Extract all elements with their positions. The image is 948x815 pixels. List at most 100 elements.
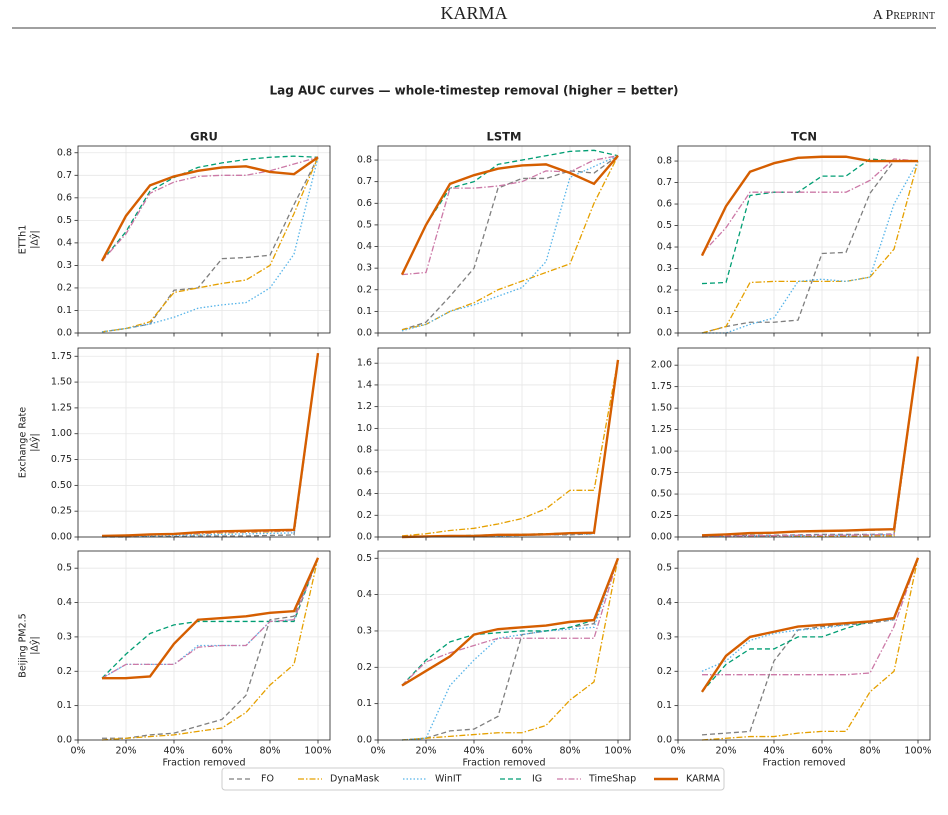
y-tick-label: 1.75 bbox=[51, 351, 72, 362]
x-tick-label: 80% bbox=[559, 746, 580, 757]
y-tick-label: 0.7 bbox=[657, 177, 672, 188]
x-tick-label: 60% bbox=[811, 746, 832, 757]
series-line bbox=[101, 557, 319, 679]
x-tick-label: 20% bbox=[715, 746, 736, 757]
series-line bbox=[401, 359, 620, 539]
y-tick-label: 1.25 bbox=[651, 424, 672, 435]
series-line bbox=[401, 558, 619, 741]
legend-label: IG bbox=[532, 774, 542, 785]
y-tick-label: 0.4 bbox=[657, 242, 672, 253]
series-line bbox=[400, 154, 619, 276]
series-line bbox=[101, 353, 319, 538]
header-title: KARMA bbox=[440, 3, 507, 23]
y-tick-label: 0.5 bbox=[57, 563, 72, 574]
y-tick-label: 0.8 bbox=[357, 445, 372, 456]
y-tick-label: 0.4 bbox=[657, 597, 672, 608]
y-tick-label: 0.4 bbox=[357, 241, 372, 252]
legend-label: FO bbox=[261, 774, 274, 785]
y-tick-label: 0.2 bbox=[657, 666, 672, 677]
y-tick-label: 0.75 bbox=[51, 454, 72, 465]
series-line bbox=[701, 160, 918, 334]
series-line bbox=[401, 558, 619, 686]
y-axis-label: Exchange Rate bbox=[18, 407, 29, 478]
y-tick-label: 0.75 bbox=[651, 467, 672, 478]
y-tick-label: 1.50 bbox=[51, 377, 72, 388]
y-tick-label: 1.00 bbox=[651, 446, 672, 457]
legend-label: DynaMask bbox=[330, 774, 380, 785]
series-line bbox=[402, 359, 619, 538]
plot-frame bbox=[377, 550, 631, 741]
x-tick-label: 20% bbox=[415, 746, 436, 757]
y-tick-label: 0.0 bbox=[657, 328, 672, 339]
y-axis-label: |Δŷ| bbox=[30, 230, 41, 249]
plot-frame bbox=[377, 145, 631, 334]
series-line bbox=[101, 155, 319, 262]
figure-title: Lag AUC curves — whole-timestep removal … bbox=[269, 84, 678, 98]
y-tick-label: 1.00 bbox=[51, 428, 72, 439]
y-tick-label: 0.5 bbox=[657, 220, 672, 231]
y-axis-label: |Δŷ| bbox=[30, 433, 41, 452]
series-line bbox=[701, 356, 919, 537]
y-tick-label: 0.1 bbox=[657, 700, 672, 711]
series-line bbox=[701, 158, 919, 254]
series-line bbox=[701, 158, 918, 285]
x-tick-label: 100% bbox=[904, 746, 931, 757]
series-line bbox=[401, 558, 619, 686]
y-tick-label: 1.50 bbox=[651, 403, 672, 414]
y-tick-label: 0.5 bbox=[357, 553, 372, 564]
y-tick-label: 0.5 bbox=[57, 215, 72, 226]
y-tick-label: 0.1 bbox=[657, 306, 672, 317]
y-tick-label: 1.6 bbox=[357, 358, 372, 369]
y-tick-label: 1.25 bbox=[51, 402, 72, 413]
y-tick-label: 0.1 bbox=[57, 305, 72, 316]
plot-frame bbox=[677, 145, 931, 334]
y-tick-label: 0.6 bbox=[657, 199, 672, 210]
x-tick-label: 0% bbox=[70, 746, 85, 757]
y-tick-label: 0.2 bbox=[57, 282, 72, 293]
series-line bbox=[401, 359, 619, 538]
y-tick-label: 1.75 bbox=[651, 381, 672, 392]
x-tick-label: 40% bbox=[763, 746, 784, 757]
legend-box bbox=[221, 767, 725, 791]
y-tick-label: 0.8 bbox=[657, 156, 672, 167]
series-line bbox=[701, 356, 919, 538]
y-tick-label: 0.25 bbox=[651, 510, 672, 521]
y-tick-label: 0.00 bbox=[51, 532, 72, 543]
y-tick-label: 0.5 bbox=[357, 219, 372, 230]
plot-frame bbox=[77, 347, 331, 538]
series-line bbox=[101, 353, 319, 538]
y-tick-label: 1.0 bbox=[357, 423, 372, 434]
series-line bbox=[701, 557, 920, 693]
y-tick-label: 0.50 bbox=[651, 489, 672, 500]
x-tick-label: 60% bbox=[511, 746, 532, 757]
y-tick-label: 0.3 bbox=[657, 263, 672, 274]
y-tick-label: 0.7 bbox=[357, 176, 372, 187]
panel-title: TCN bbox=[791, 130, 817, 144]
legend-label: WinIT bbox=[435, 774, 462, 785]
legend-label: TimeShap bbox=[588, 774, 636, 785]
y-tick-label: 0.25 bbox=[51, 506, 72, 517]
plot-frame bbox=[77, 550, 331, 741]
y-axis-label: ETTh1 bbox=[18, 225, 29, 255]
x-axis-label: Fraction removed bbox=[162, 758, 245, 769]
y-tick-label: 0.00 bbox=[651, 532, 672, 543]
y-tick-label: 0.1 bbox=[357, 698, 372, 709]
y-tick-label: 2.00 bbox=[651, 360, 672, 371]
y-tick-label: 0.0 bbox=[357, 735, 372, 746]
y-tick-label: 0.0 bbox=[57, 328, 72, 339]
series-line bbox=[401, 155, 619, 331]
x-tick-label: 0% bbox=[370, 746, 385, 757]
x-tick-label: 100% bbox=[604, 746, 631, 757]
series-line bbox=[402, 359, 619, 538]
series-line bbox=[401, 155, 619, 332]
x-tick-label: 80% bbox=[259, 746, 280, 757]
plot-frame bbox=[677, 550, 931, 741]
series-line bbox=[702, 557, 919, 676]
y-tick-label: 0.6 bbox=[357, 198, 372, 209]
y-tick-label: 0.1 bbox=[57, 700, 72, 711]
series-line bbox=[402, 359, 619, 538]
x-tick-label: 100% bbox=[304, 746, 331, 757]
x-tick-label: 80% bbox=[859, 746, 880, 757]
series-line bbox=[101, 157, 319, 333]
